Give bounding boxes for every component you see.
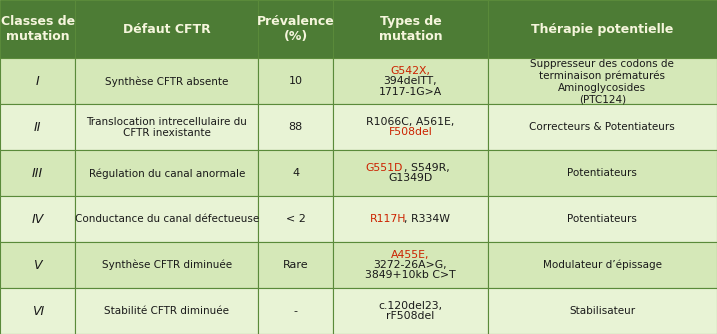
FancyBboxPatch shape — [333, 242, 488, 288]
Text: II: II — [34, 121, 42, 134]
Text: G551D: G551D — [366, 163, 403, 173]
Text: Modulateur d’épissage: Modulateur d’épissage — [543, 260, 662, 270]
Text: Translocation intrecellulaire du
CFTR inexistante: Translocation intrecellulaire du CFTR in… — [86, 117, 247, 138]
Text: 3849+10kb C>T: 3849+10kb C>T — [365, 270, 456, 280]
FancyBboxPatch shape — [488, 0, 717, 58]
Text: Régulation du canal anormale: Régulation du canal anormale — [88, 168, 245, 178]
FancyBboxPatch shape — [75, 242, 258, 288]
FancyBboxPatch shape — [258, 150, 333, 196]
FancyBboxPatch shape — [258, 242, 333, 288]
FancyBboxPatch shape — [488, 288, 717, 334]
Text: Thérapie potentielle: Thérapie potentielle — [531, 23, 673, 36]
Text: c.120del23,: c.120del23, — [379, 301, 442, 311]
FancyBboxPatch shape — [488, 58, 717, 104]
FancyBboxPatch shape — [75, 288, 258, 334]
FancyBboxPatch shape — [0, 288, 75, 334]
Text: 4: 4 — [293, 168, 299, 178]
Text: Potentiateurs: Potentiateurs — [567, 214, 637, 224]
Text: R117H: R117H — [369, 214, 406, 224]
Text: III: III — [32, 167, 43, 180]
Text: Synthèse CFTR diminuée: Synthèse CFTR diminuée — [102, 260, 232, 270]
Text: Prévalence
(%): Prévalence (%) — [257, 15, 335, 43]
FancyBboxPatch shape — [488, 196, 717, 242]
FancyBboxPatch shape — [488, 242, 717, 288]
FancyBboxPatch shape — [75, 196, 258, 242]
Text: Stabilité CFTR diminuée: Stabilité CFTR diminuée — [104, 306, 229, 316]
Text: 10: 10 — [289, 76, 303, 87]
Text: I: I — [36, 75, 39, 88]
FancyBboxPatch shape — [258, 196, 333, 242]
FancyBboxPatch shape — [333, 0, 488, 58]
Text: G1349D: G1349D — [389, 173, 432, 183]
Text: 394delTT,: 394delTT, — [384, 76, 437, 87]
Text: Classes de
mutation: Classes de mutation — [1, 15, 75, 43]
Text: Défaut CFTR: Défaut CFTR — [123, 23, 211, 36]
FancyBboxPatch shape — [0, 0, 75, 58]
FancyBboxPatch shape — [75, 104, 258, 150]
Text: A455E,: A455E, — [391, 250, 429, 260]
Text: rF508del: rF508del — [386, 311, 435, 321]
FancyBboxPatch shape — [258, 58, 333, 104]
FancyBboxPatch shape — [333, 196, 488, 242]
FancyBboxPatch shape — [333, 150, 488, 196]
Text: R1066C, A561E,: R1066C, A561E, — [366, 117, 455, 127]
FancyBboxPatch shape — [333, 104, 488, 150]
Text: , S549R,: , S549R, — [404, 163, 450, 173]
Text: V: V — [34, 259, 42, 272]
FancyBboxPatch shape — [0, 196, 75, 242]
FancyBboxPatch shape — [258, 104, 333, 150]
FancyBboxPatch shape — [0, 104, 75, 150]
FancyBboxPatch shape — [258, 288, 333, 334]
Text: VI: VI — [32, 305, 44, 318]
Text: 1717-1G>A: 1717-1G>A — [379, 87, 442, 97]
Text: IV: IV — [32, 213, 44, 226]
FancyBboxPatch shape — [488, 150, 717, 196]
Text: F508del: F508del — [389, 127, 432, 137]
FancyBboxPatch shape — [75, 58, 258, 104]
Text: Conductance du canal défectueuse: Conductance du canal défectueuse — [75, 214, 259, 224]
FancyBboxPatch shape — [75, 150, 258, 196]
FancyBboxPatch shape — [0, 150, 75, 196]
Text: -: - — [294, 306, 298, 316]
Text: Synthèse CFTR absente: Synthèse CFTR absente — [105, 76, 229, 87]
FancyBboxPatch shape — [0, 242, 75, 288]
FancyBboxPatch shape — [75, 0, 258, 58]
FancyBboxPatch shape — [488, 104, 717, 150]
Text: , R334W: , R334W — [404, 214, 450, 224]
Text: 88: 88 — [289, 122, 303, 132]
FancyBboxPatch shape — [333, 288, 488, 334]
FancyBboxPatch shape — [258, 0, 333, 58]
Text: 3272-26A>G,: 3272-26A>G, — [374, 260, 447, 270]
Text: Rare: Rare — [283, 260, 308, 270]
Text: Stabilisateur: Stabilisateur — [569, 306, 635, 316]
FancyBboxPatch shape — [0, 58, 75, 104]
Text: Potentiateurs: Potentiateurs — [567, 168, 637, 178]
Text: Types de
mutation: Types de mutation — [379, 15, 442, 43]
Text: Correcteurs & Potentiateurs: Correcteurs & Potentiateurs — [529, 122, 675, 132]
FancyBboxPatch shape — [333, 58, 488, 104]
Text: G542X,: G542X, — [391, 66, 430, 76]
Text: Suppresseur des codons de
terminaison prématurés
Aminoglycosides
(PTC124): Suppresseur des codons de terminaison pr… — [531, 59, 674, 104]
Text: < 2: < 2 — [286, 214, 305, 224]
